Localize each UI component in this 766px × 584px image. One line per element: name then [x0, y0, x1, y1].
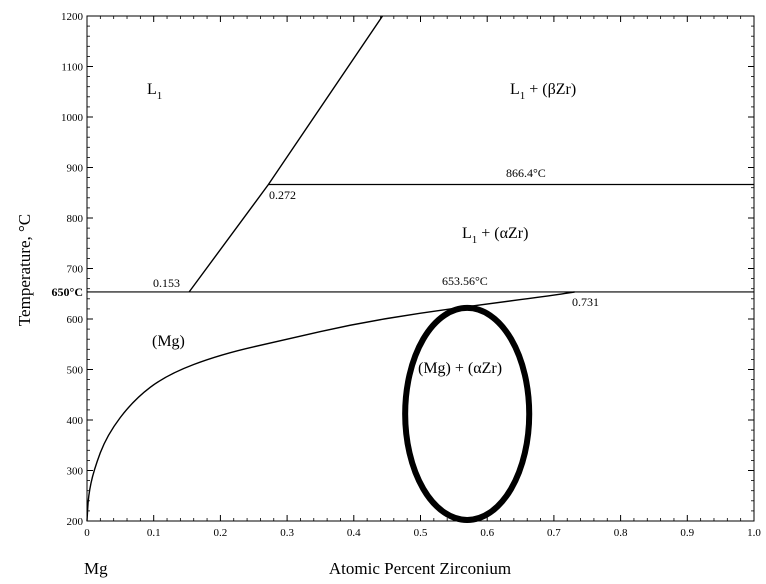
region-label-mg-alpha-zr: (Mg) + (αZr) [418, 360, 502, 377]
x-tick-label: 0.8 [614, 527, 628, 539]
y-tick-label: 700 [67, 264, 84, 276]
plot-frame [86, 15, 755, 522]
x-tick-label: 0.3 [280, 527, 294, 539]
y-tick-label: 500 [67, 365, 84, 377]
annotation-0-153: 0.153 [153, 276, 180, 290]
y-tick-label: 1200 [61, 11, 84, 23]
y-tick-label-650c: 650°C [52, 285, 83, 299]
x-tick-label: 0.7 [547, 527, 561, 539]
annotation-0-731: 0.731 [572, 295, 599, 309]
highlight-ellipse [402, 304, 533, 523]
annotation-866-4c: 866.4°C [506, 166, 546, 180]
x-tick-label: 0.1 [147, 527, 161, 539]
x-tick-label: 0.2 [214, 527, 228, 539]
annotation-653-56c: 653.56°C [442, 274, 488, 288]
y-tick-label: 800 [67, 213, 84, 225]
x-tick-label: 1.0 [747, 527, 761, 539]
annotation-0-272: 0.272 [269, 188, 296, 202]
y-axis-title: Temperature, °C [15, 214, 34, 326]
component-label-mg: Mg [84, 559, 108, 578]
y-tick-label: 400 [67, 415, 84, 427]
x-tick-label: 0.4 [347, 527, 361, 539]
x-tick-label: 0.9 [680, 527, 694, 539]
x-tick-label: 0.6 [480, 527, 494, 539]
region-label-l1-alpha-zr: L1 + (αZr) [462, 225, 528, 246]
region-label-l1-beta-zr: L1 + (βZr) [510, 81, 576, 102]
y-tick-label: 900 [67, 163, 84, 175]
liquidus-line [188, 15, 384, 293]
y-tick-label: 200 [67, 516, 84, 528]
y-axis-ticks: 200 300 400 500 600 700 800 900 1000 1100 1200 [61, 11, 754, 528]
region-label-mg: (Mg) [152, 333, 185, 350]
y-tick-label: 300 [67, 466, 84, 478]
x-axis-title: Atomic Percent Zirconium [329, 559, 511, 578]
y-tick-label: 1000 [61, 112, 84, 124]
y-tick-label: 1100 [61, 62, 83, 74]
x-axis-ticks: 0 0.1 0.2 0.3 0.4 0.5 0.6 0.7 0.8 0.9 1.0 [84, 16, 761, 539]
y-tick-label: 600 [67, 314, 84, 326]
x-tick-label: 0.5 [414, 527, 428, 539]
x-tick-label: 0 [84, 527, 90, 539]
region-label-l1: L1 [147, 81, 162, 102]
